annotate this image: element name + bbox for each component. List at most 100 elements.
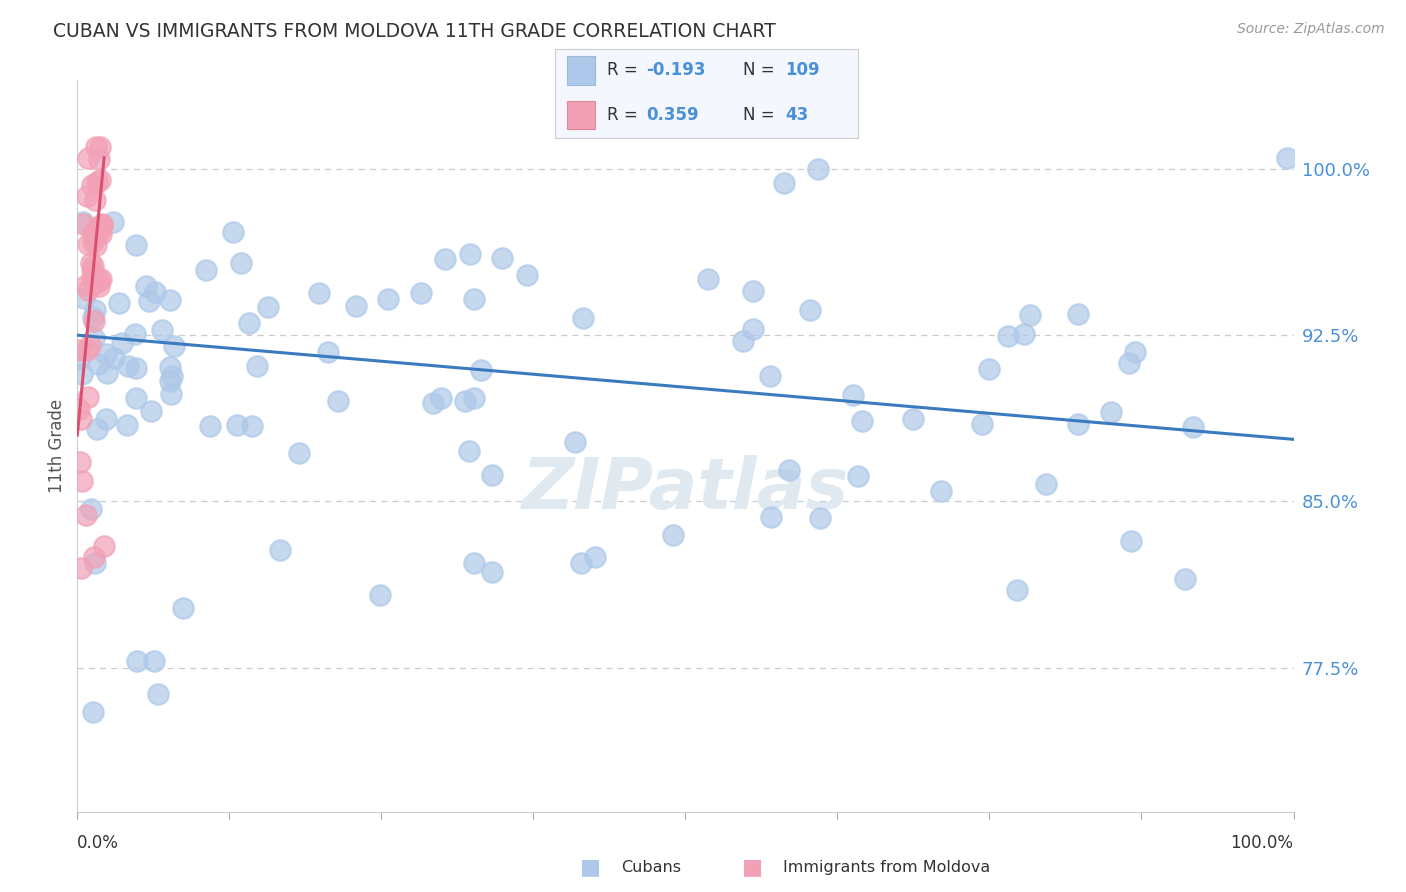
Point: [135, 279, 157, 293]
Point: [1035, 476, 1057, 491]
Point: [72, 218, 94, 232]
Point: [125, 361, 148, 376]
Point: [75, 508, 97, 522]
Text: Cubans: Cubans: [621, 860, 682, 874]
Point: [377, 292, 399, 306]
Point: [90, 227, 112, 241]
Point: [481, 467, 503, 482]
Point: [741, 322, 763, 336]
Point: [82, 260, 104, 274]
Point: [453, 393, 475, 408]
Point: [1123, 345, 1146, 359]
Text: 109: 109: [785, 62, 820, 79]
Point: [463, 391, 485, 405]
Point: [76, 283, 98, 297]
Point: [160, 386, 183, 401]
Point: [80, 263, 103, 277]
Point: [86, 277, 108, 291]
Point: [662, 527, 685, 541]
Point: [75, 278, 97, 293]
Point: [103, 351, 125, 366]
Point: [344, 299, 367, 313]
Point: [87, 278, 110, 293]
Point: [257, 300, 280, 314]
Point: [778, 463, 800, 477]
Point: [76, 188, 98, 202]
Point: [70, 475, 93, 489]
Point: [143, 285, 166, 299]
Point: [138, 294, 160, 309]
Point: [226, 418, 249, 433]
Point: [79, 337, 101, 351]
Point: [117, 418, 139, 433]
Text: 0.0%: 0.0%: [77, 834, 120, 852]
Point: [316, 345, 339, 359]
Text: R =: R =: [607, 62, 643, 79]
Text: 43: 43: [785, 106, 808, 124]
Point: [807, 162, 830, 177]
Text: ZIPatlas: ZIPatlas: [522, 456, 849, 524]
Point: [91, 217, 114, 231]
Point: [101, 215, 124, 229]
Point: [409, 285, 432, 300]
Point: [194, 263, 217, 277]
Point: [73, 291, 96, 305]
Point: [80, 178, 103, 192]
Point: [90, 219, 112, 234]
Point: [93, 539, 115, 553]
Point: [929, 483, 952, 498]
Point: [67, 352, 90, 367]
Point: [741, 285, 763, 299]
Point: [87, 153, 110, 167]
Point: [240, 419, 263, 434]
Point: [1012, 327, 1035, 342]
Point: [82, 271, 104, 285]
Point: [458, 443, 481, 458]
Point: [198, 418, 221, 433]
Point: [82, 227, 104, 242]
Point: [86, 175, 108, 189]
Point: [1067, 417, 1090, 432]
Point: [70, 412, 93, 426]
Point: [83, 314, 105, 328]
Point: [696, 271, 718, 285]
Point: [82, 235, 104, 250]
Point: [1174, 572, 1197, 586]
Point: [148, 687, 170, 701]
Point: [67, 401, 90, 416]
Point: [80, 255, 103, 269]
Point: [90, 219, 112, 233]
Text: CUBAN VS IMMIGRANTS FROM MOLDOVA 11TH GRADE CORRELATION CHART: CUBAN VS IMMIGRANTS FROM MOLDOVA 11TH GR…: [53, 22, 776, 41]
Text: N =: N =: [742, 62, 780, 79]
Point: [82, 705, 104, 719]
Point: [150, 323, 173, 337]
Point: [1182, 420, 1205, 434]
Point: [108, 295, 131, 310]
Point: [159, 374, 181, 388]
Point: [229, 256, 252, 270]
Point: [89, 225, 111, 239]
Point: [159, 359, 181, 374]
Point: [851, 413, 873, 427]
Text: Immigrants from Moldova: Immigrants from Moldova: [783, 860, 990, 874]
Point: [308, 285, 330, 300]
Text: 100.0%: 100.0%: [1230, 834, 1294, 852]
Point: [111, 335, 134, 350]
Point: [1277, 151, 1299, 165]
Point: [287, 446, 309, 460]
Point: [90, 271, 112, 285]
Point: [77, 151, 100, 165]
Point: [96, 366, 118, 380]
Point: [86, 220, 108, 235]
Point: [86, 140, 108, 154]
Point: [470, 363, 492, 377]
Point: [76, 390, 98, 404]
Point: [70, 561, 93, 575]
Point: [733, 334, 755, 348]
Text: ■: ■: [742, 857, 762, 877]
Point: [463, 557, 485, 571]
Point: [481, 566, 503, 580]
Point: [977, 361, 1000, 376]
Point: [491, 251, 513, 265]
Point: [159, 293, 181, 307]
